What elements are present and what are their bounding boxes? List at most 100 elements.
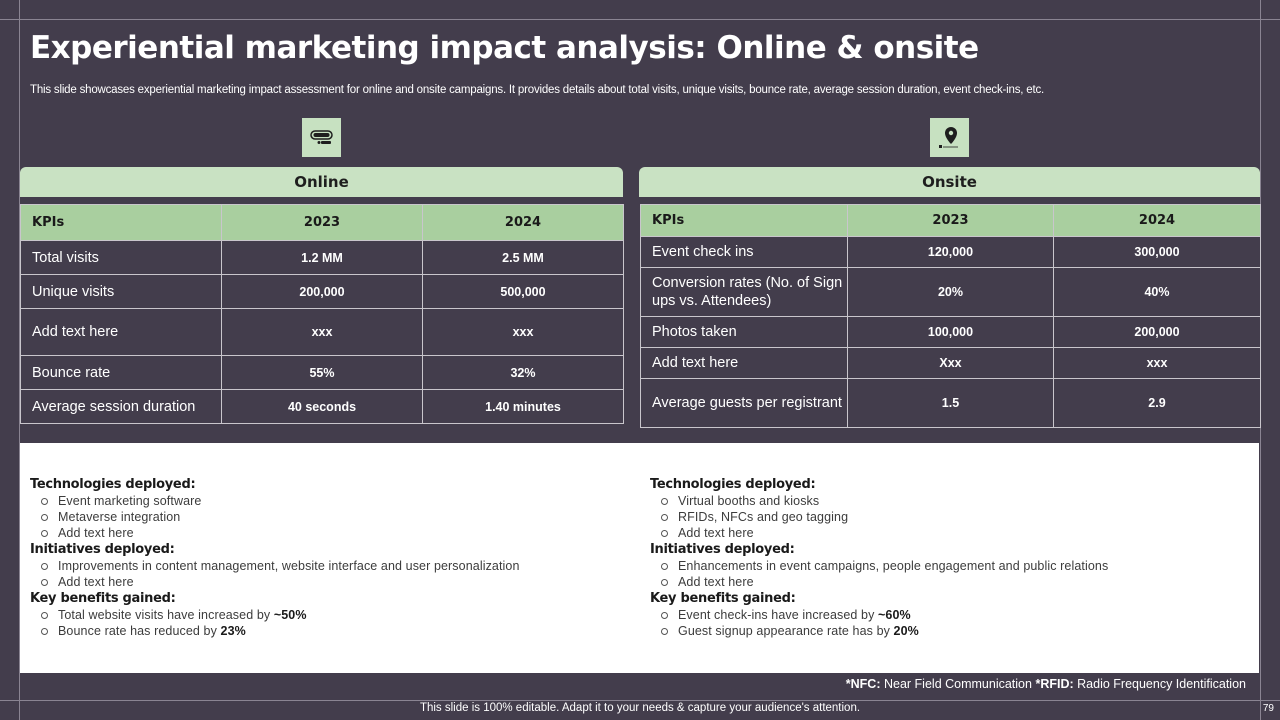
section-title: Key benefits gained:: [30, 591, 176, 606]
kpi-value-2024: 32%: [422, 355, 624, 390]
footer-text: This slide is 100% editable. Adapt it to…: [419, 702, 861, 714]
kpi-value-2023: 200,000: [221, 274, 423, 309]
table-header-row: KPIs 2023 2024: [640, 204, 1261, 237]
benefits-list: Total website visits have increased by ~…: [30, 607, 630, 639]
benefit-highlight: 20%: [893, 624, 919, 638]
table-row: Conversion rates (No. of Sign ups vs. At…: [640, 267, 1261, 317]
kpi-value-2024: 2.5 MM: [422, 240, 624, 275]
kpi-name: Average session duration: [20, 389, 222, 424]
section-title: Technologies deployed:: [650, 477, 816, 492]
table-row: Average guests per registrant 1.5 2.9: [640, 378, 1261, 428]
onsite-kpi-table: KPIs 2023 2024 Event check ins 120,000 3…: [640, 204, 1261, 428]
column-header-2024: 2024: [422, 204, 624, 241]
kpi-value-2023: 55%: [221, 355, 423, 390]
frame-line-left: [19, 0, 20, 720]
kpi-value-2023: 1.5: [847, 378, 1054, 428]
list-item: Guest signup appearance rate has by 20%: [650, 623, 1250, 639]
kpi-name: Unique visits: [20, 274, 222, 309]
list-item: Bounce rate has reduced by 23%: [30, 623, 630, 639]
kpi-value-2023: 100,000: [847, 316, 1054, 348]
online-badge-icon: [302, 118, 341, 157]
kpi-value-2023: 40 seconds: [221, 389, 423, 424]
kpi-value-2023: 120,000: [847, 236, 1054, 268]
section-title: Technologies deployed:: [30, 477, 196, 492]
technologies-list: Virtual booths and kiosks RFIDs, NFCs an…: [650, 493, 1250, 541]
kpi-name: Add text here: [20, 308, 222, 356]
benefit-highlight: ~60%: [878, 608, 911, 622]
table-row: Bounce rate 55% 32%: [20, 355, 624, 390]
list-item: Event marketing software: [30, 493, 630, 509]
column-header-2024: 2024: [1053, 204, 1261, 237]
rfid-label: *RFID:: [1035, 677, 1074, 691]
kpi-value-2023: 20%: [847, 267, 1054, 317]
kpi-value-2023: xxx: [221, 308, 423, 356]
list-item: Event check-ins have increased by ~60%: [650, 607, 1250, 623]
nfc-text: Near Field Communication: [883, 677, 1032, 691]
column-header-kpis: KPIs: [20, 204, 222, 241]
kpi-value-2024: 40%: [1053, 267, 1261, 317]
list-item: Add text here: [30, 525, 630, 541]
kpi-value-2024: xxx: [422, 308, 624, 356]
footnote: *NFC: Near Field Communication *RFID: Ra…: [846, 677, 1246, 691]
kpi-value-2024: 500,000: [422, 274, 624, 309]
page-number: 79: [1262, 703, 1274, 714]
list-item: Virtual booths and kiosks: [650, 493, 1250, 509]
table-row: Total visits 1.2 MM 2.5 MM: [20, 240, 624, 275]
kpi-value-2024: xxx: [1053, 347, 1261, 379]
technologies-list: Event marketing software Metaverse integ…: [30, 493, 630, 541]
onsite-panel-header: Onsite: [639, 167, 1260, 197]
benefit-text: Bounce rate has reduced by: [58, 624, 221, 638]
kpi-name: Photos taken: [640, 316, 848, 348]
kpi-name: Total visits: [20, 240, 222, 275]
benefit-text: Total website visits have increased by: [58, 608, 274, 622]
list-item: RFIDs, NFCs and geo tagging: [650, 509, 1250, 525]
kpi-name: Average guests per registrant: [640, 378, 848, 428]
benefit-highlight: 23%: [220, 624, 246, 638]
location-pin-icon: [930, 118, 969, 157]
kpi-value-2024: 2.9: [1053, 378, 1261, 428]
kpi-value-2024: 1.40 minutes: [422, 389, 624, 424]
table-row: Event check ins 120,000 300,000: [640, 236, 1261, 268]
column-header-kpis: KPIs: [640, 204, 848, 237]
list-item: Add text here: [650, 574, 1250, 590]
initiatives-list: Enhancements in event campaigns, people …: [650, 558, 1250, 590]
onsite-details: Technologies deployed: Virtual booths an…: [650, 476, 1250, 639]
frame-line-top: [0, 19, 1280, 20]
column-header-2023: 2023: [847, 204, 1054, 237]
list-item: Add text here: [650, 525, 1250, 541]
list-item: Improvements in content management, webs…: [30, 558, 630, 574]
online-details: Technologies deployed: Event marketing s…: [30, 476, 630, 639]
list-item: Enhancements in event campaigns, people …: [650, 558, 1250, 574]
table-row: Add text here Xxx xxx: [640, 347, 1261, 379]
frame-line-right: [1260, 0, 1261, 720]
page-title: Experiential marketing impact analysis: …: [30, 30, 979, 66]
nfc-label: *NFC:: [845, 677, 881, 691]
frame-line-bottom: [0, 700, 1280, 701]
section-title: Initiatives deployed:: [30, 542, 175, 557]
table-row: Add text here xxx xxx: [20, 308, 624, 356]
section-title: Initiatives deployed:: [650, 542, 795, 557]
list-item: Metaverse integration: [30, 509, 630, 525]
table-row: Average session duration 40 seconds 1.40…: [20, 389, 624, 424]
benefit-highlight: ~50%: [273, 608, 307, 622]
kpi-value-2023: Xxx: [847, 347, 1054, 379]
kpi-value-2023: 1.2 MM: [221, 240, 423, 275]
initiatives-list: Improvements in content management, webs…: [30, 558, 630, 590]
benefits-list: Event check-ins have increased by ~60% G…: [650, 607, 1250, 639]
kpi-value-2024: 200,000: [1053, 316, 1261, 348]
table-row: Unique visits 200,000 500,000: [20, 274, 624, 309]
benefit-text: Guest signup appearance rate has by: [678, 624, 894, 638]
kpi-name: Bounce rate: [20, 355, 222, 390]
online-kpi-table: KPIs 2023 2024 Total visits 1.2 MM 2.5 M…: [20, 204, 624, 424]
table-header-row: KPIs 2023 2024: [20, 204, 624, 241]
section-title: Key benefits gained:: [650, 591, 796, 606]
page-subtitle: This slide showcases experiential market…: [30, 84, 1044, 96]
kpi-name: Conversion rates (No. of Sign ups vs. At…: [640, 267, 848, 317]
kpi-name: Add text here: [640, 347, 848, 379]
benefit-text: Event check-ins have increased by: [678, 608, 879, 622]
kpi-value-2024: 300,000: [1053, 236, 1261, 268]
details-panel: Technologies deployed: Event marketing s…: [20, 443, 1259, 673]
column-header-2023: 2023: [221, 204, 423, 241]
rfid-text: Radio Frequency Identification: [1077, 677, 1246, 691]
kpi-name: Event check ins: [640, 236, 848, 268]
